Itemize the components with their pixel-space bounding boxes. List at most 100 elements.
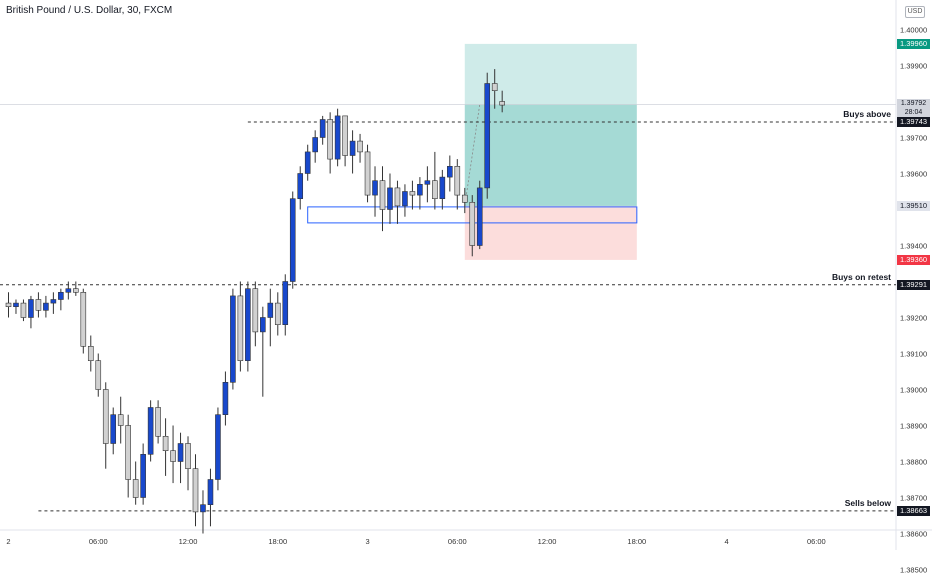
currency-button[interactable]: USD	[905, 6, 925, 18]
candle	[20, 299, 27, 322]
candle	[282, 274, 289, 336]
level-annotation: Buys on retest	[831, 271, 891, 282]
candle	[289, 191, 296, 289]
active-profit-zone	[464, 104, 637, 206]
candle	[35, 292, 42, 318]
price-chart[interactable]	[0, 0, 932, 550]
loss-zone[interactable]	[464, 205, 637, 260]
price-tick: 1.39400	[900, 241, 928, 250]
candle	[125, 414, 131, 498]
time-label: 18:00	[627, 537, 647, 546]
candle	[424, 166, 431, 203]
time-label: 4	[724, 537, 729, 546]
candle	[245, 281, 251, 372]
candle	[469, 195, 476, 257]
candle	[95, 353, 102, 397]
candle	[439, 169, 446, 210]
price-tick: 1.39200	[900, 313, 928, 322]
time-label: 06:00	[447, 537, 467, 546]
time-label: 3	[365, 537, 370, 546]
candle	[499, 90, 505, 113]
candle	[110, 407, 117, 455]
price-tag: 1.39360	[897, 254, 930, 265]
price-tag: 1.39291	[897, 279, 930, 290]
candle	[402, 184, 408, 217]
candle	[461, 187, 468, 214]
time-label: 12:00	[178, 537, 198, 546]
price-tag: 1.39510	[897, 200, 930, 211]
candle	[476, 180, 483, 250]
candle	[394, 180, 401, 224]
candle	[491, 69, 498, 109]
candle	[170, 425, 176, 484]
price-tag: 1.38663	[897, 505, 930, 516]
candle	[260, 306, 266, 397]
candle	[230, 288, 236, 390]
candle	[342, 115, 348, 167]
price-tick: 1.39900	[900, 61, 928, 70]
candle	[80, 288, 87, 354]
price-tick: 1.38700	[900, 493, 928, 502]
candle	[334, 108, 341, 167]
time-label: 06:00	[88, 537, 108, 546]
candle	[147, 400, 154, 462]
level-annotation: Buys above	[843, 109, 891, 120]
price-tick: 1.40000	[900, 25, 928, 34]
candle	[222, 371, 229, 426]
position-path	[464, 104, 481, 206]
candle	[117, 396, 124, 444]
candle	[28, 295, 34, 329]
candle	[73, 281, 79, 296]
candle	[454, 159, 461, 210]
candle	[484, 72, 491, 199]
price-tag: 1.39743	[897, 117, 930, 128]
candle	[185, 436, 191, 491]
candle	[447, 155, 453, 192]
chart-title: British Pound / U.S. Dollar, 30, FXCM	[6, 5, 173, 16]
price-tick: 1.39000	[900, 385, 928, 394]
candle	[132, 461, 139, 505]
candle	[379, 166, 386, 232]
candle	[50, 292, 57, 314]
candle	[58, 288, 64, 311]
candle	[357, 133, 363, 163]
candle	[200, 490, 206, 534]
profit-zone[interactable]	[464, 43, 637, 206]
time-label: 18:00	[268, 537, 288, 546]
candle	[409, 180, 416, 210]
price-tag: 1.39792 28:04	[897, 99, 930, 118]
price-tick: 1.39600	[900, 169, 928, 178]
candle	[237, 281, 244, 372]
candle	[162, 418, 169, 476]
candle	[267, 288, 274, 347]
candle	[372, 166, 378, 217]
candle	[102, 382, 109, 469]
price-tick: 1.38500	[900, 565, 928, 574]
candle	[364, 144, 371, 203]
candle	[319, 115, 326, 145]
candle	[327, 112, 333, 174]
candle	[312, 130, 318, 163]
candle	[140, 443, 146, 505]
price-tick: 1.39700	[900, 133, 928, 142]
price-tick: 1.38900	[900, 421, 928, 430]
candle	[252, 281, 259, 347]
candle	[155, 400, 161, 444]
candle	[387, 173, 393, 224]
candle	[192, 454, 199, 527]
candle	[215, 407, 221, 491]
level-annotation: Sells below	[844, 497, 891, 508]
time-label: 12:00	[537, 537, 557, 546]
candle	[43, 295, 49, 318]
candle	[274, 292, 281, 336]
candle	[432, 151, 438, 210]
candle	[65, 281, 72, 300]
price-tick: 1.38800	[900, 457, 928, 466]
candle	[304, 144, 311, 181]
time-label: 2	[6, 537, 11, 546]
candle	[87, 335, 94, 372]
candle	[13, 299, 19, 314]
candle	[349, 130, 356, 174]
time-label: 06:00	[806, 537, 826, 546]
candle	[297, 166, 304, 210]
